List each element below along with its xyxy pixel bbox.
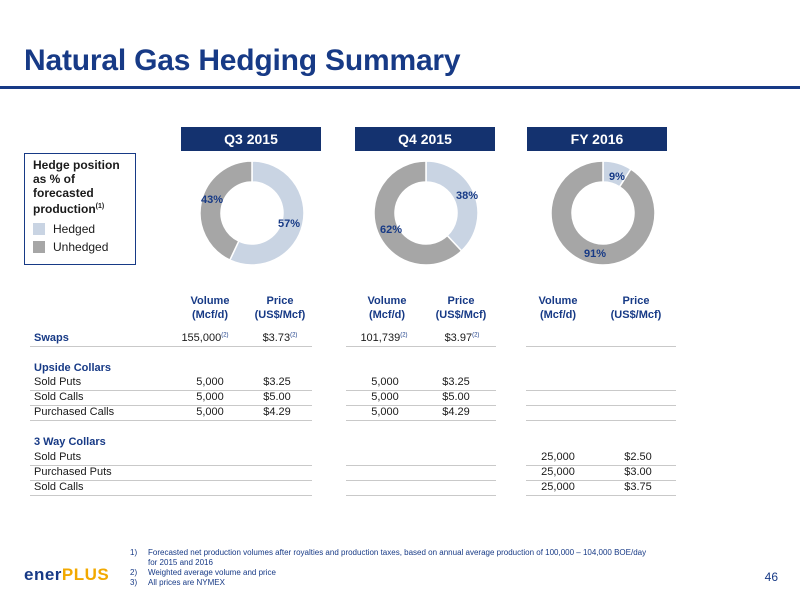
fy-hedged-pct: 9% [609, 171, 625, 183]
row-divider [30, 480, 312, 481]
legend-swatch-hedged [33, 223, 45, 235]
row-divider [346, 480, 496, 481]
row-divider [346, 420, 496, 421]
table-row-uc-purchased-calls: Purchased Calls 5,000 $4.29 5,000 $4.29 [34, 406, 470, 418]
q4-volume-cell: 101,739(2) [360, 332, 408, 344]
row-divider [30, 420, 312, 421]
row-divider [30, 346, 312, 347]
footnote-3: 3) All prices are NYMEX [130, 578, 225, 587]
row-divider [526, 495, 676, 496]
donut-chart-fy-2016 [550, 160, 656, 266]
footnote-2: 2) Weighted average volume and price [130, 568, 276, 577]
donut-slice-unhedged [373, 160, 463, 266]
legend-box: Hedge position as % of forecasted produc… [24, 153, 136, 265]
donut-chart-q4-2015 [373, 160, 479, 266]
donut-chart-q3-2015 [199, 160, 305, 266]
legend-item-unhedged: Unhedged [33, 240, 127, 254]
donut-slice-unhedged [199, 160, 253, 262]
q3-unhedged-pct: 43% [201, 194, 224, 206]
row-divider [30, 405, 312, 406]
title-rule [0, 86, 800, 89]
col-head-q4-price: Price (US$/Mcf) [435, 295, 487, 321]
q3-hedged-pct: 57% [278, 218, 301, 230]
row-divider [346, 465, 496, 466]
row-divider [526, 346, 676, 347]
period-header-fy-2016: FY 2016 [527, 127, 667, 151]
legend-title: Hedge position as % of forecasted produc… [33, 158, 120, 216]
table-row-uc-sold-calls: Sold Calls 5,000 $5.00 5,000 $5.00 [34, 391, 470, 403]
period-header-q3-2015: Q3 2015 [181, 127, 321, 151]
table-row-tw-sold-puts: Sold Puts 25,000 $2.50 [34, 451, 652, 463]
row-divider [526, 480, 676, 481]
donut-slice-unhedged [550, 160, 656, 266]
table-row-swaps: Swaps 155,000(2) $3.73(2) 101,739(2) $3.… [0, 331, 800, 346]
row-divider [30, 495, 312, 496]
row-divider [346, 495, 496, 496]
section-label: 3 Way Collars [34, 436, 106, 448]
row-divider [526, 465, 676, 466]
section-label: Upside Collars [34, 362, 112, 374]
fy-unhedged-pct: 91% [584, 248, 607, 260]
page-title: Natural Gas Hedging Summary [24, 44, 461, 77]
footnote-1: 1) Forecasted net production volumes afte… [130, 548, 647, 557]
col-head-q3-volume: Volume (Mcf/d) [190, 295, 230, 321]
row-label: Swaps [34, 332, 69, 344]
row-divider [30, 390, 312, 391]
legend-swatch-unhedged [33, 241, 45, 253]
col-head-q4-volume: Volume (Mcf/d) [367, 295, 407, 321]
q4-hedged-pct: 38% [456, 190, 479, 202]
table-row-uc-sold-puts: Sold Puts 5,000 $3.25 5,000 $3.25 [34, 376, 470, 388]
row-divider [346, 405, 496, 406]
period-header-q4-2015: Q4 2015 [355, 127, 495, 151]
row-divider [526, 390, 676, 391]
q3-price-cell: $3.73(2) [262, 332, 298, 344]
section-upside-collars: Upside Collars [0, 361, 800, 376]
row-divider [526, 405, 676, 406]
legend-label-unhedged: Unhedged [53, 240, 109, 254]
section-three-way-collars: 3 Way Collars [0, 435, 800, 450]
q3-volume-cell: 155,000(2) [181, 332, 229, 344]
page-number: 46 [764, 570, 778, 584]
q4-price-cell: $3.97(2) [444, 332, 480, 344]
col-head-fy-volume: Volume (Mcf/d) [538, 295, 578, 321]
col-head-q3-price: Price (US$/Mcf) [254, 295, 306, 321]
donut-slice-hedged [228, 160, 305, 266]
enerplus-logo: enerPLUS [24, 565, 110, 584]
row-divider [346, 390, 496, 391]
row-divider [346, 346, 496, 347]
row-divider [526, 420, 676, 421]
col-head-fy-price: Price (US$/Mcf) [610, 295, 662, 321]
legend-item-hedged: Hedged [33, 222, 127, 236]
table-row-tw-purchased-puts: Purchased Puts 25,000 $3.00 [34, 466, 652, 478]
donut-slice-hedged [425, 160, 479, 252]
legend-label-hedged: Hedged [53, 222, 96, 236]
table-row-tw-sold-calls: Sold Calls 25,000 $3.75 [34, 481, 652, 493]
row-divider [30, 465, 312, 466]
q4-unhedged-pct: 62% [380, 224, 403, 236]
footnotes: 1) Forecasted net production volumes afte… [130, 548, 647, 587]
